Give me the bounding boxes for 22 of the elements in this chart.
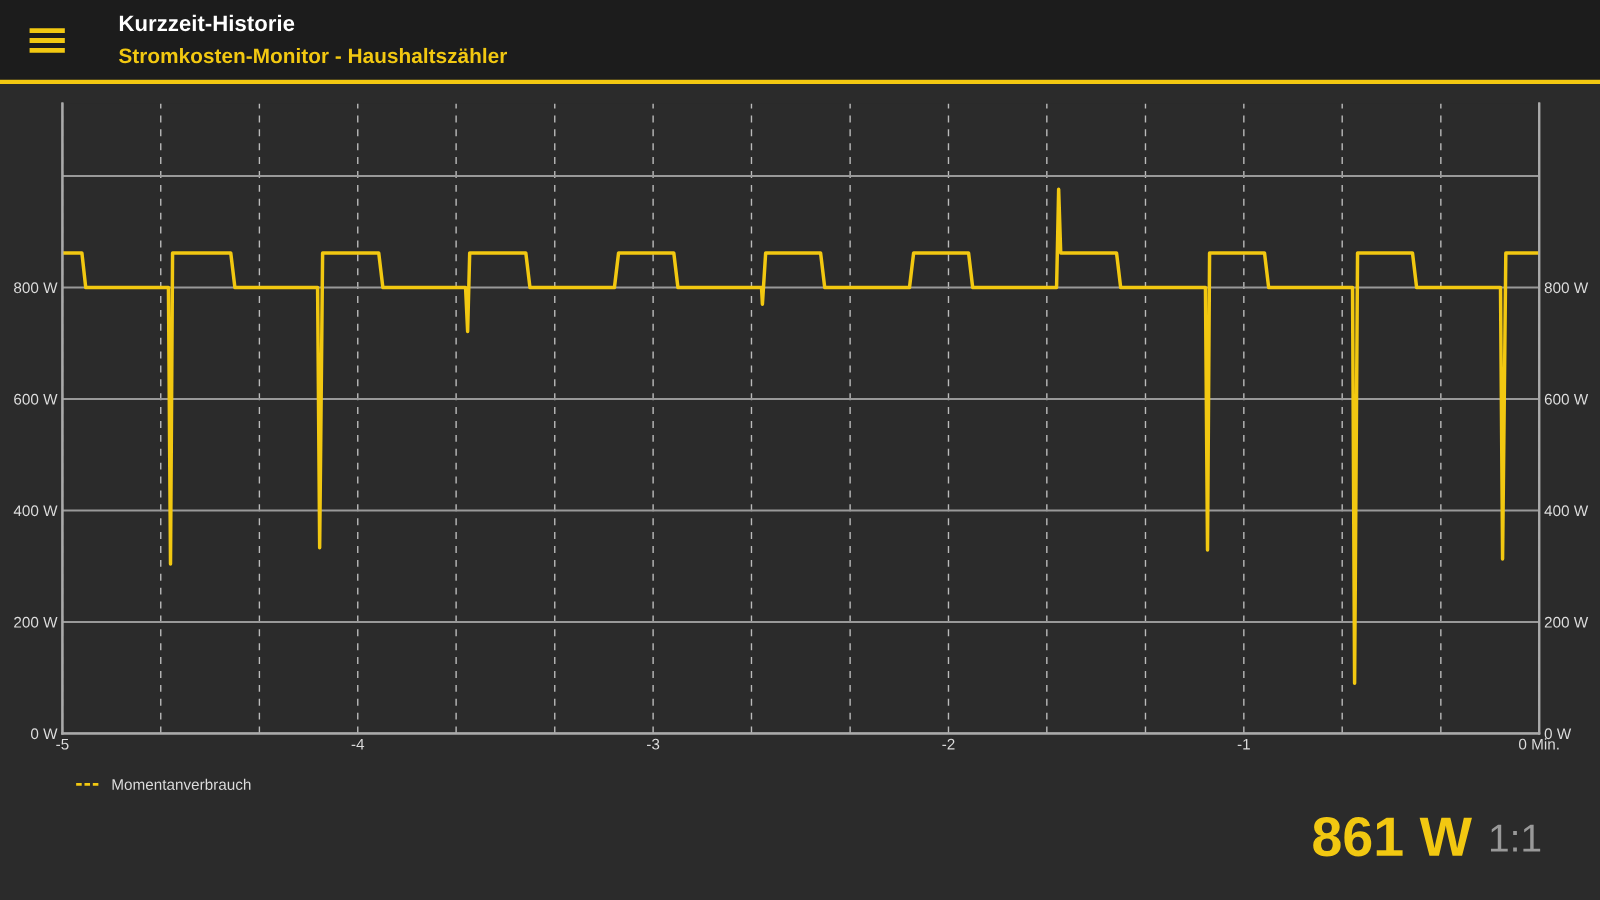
x-tick-label: 0 Min. <box>1519 738 1559 750</box>
y-tick-label: 400 W <box>13 505 58 517</box>
chart-title: Kurzzeit-Historie <box>119 14 295 32</box>
y2-tick-label: 600 W <box>1544 393 1589 405</box>
legend-label: Momentanverbrauch <box>112 778 251 790</box>
text: 861 W <box>1313 817 1472 857</box>
y-tick-label: 200 W <box>14 616 58 628</box>
y-tick-label: 600 W <box>14 393 58 405</box>
chart-subtitle: Stromkosten-Monitor - Haushaltszähler <box>119 47 508 64</box>
y2-tick-label: 800 W <box>1544 282 1589 294</box>
y-tick-label: 0 W <box>30 728 58 740</box>
x-tick-label: -1 <box>1237 738 1250 750</box>
x-tick-label: -3 <box>647 738 660 750</box>
y2-tick-label: 0 W <box>1544 728 1572 740</box>
x-tick-label: -4 <box>351 738 365 750</box>
x-tick-label: -2 <box>942 738 955 750</box>
x-tick-label: -5 <box>56 738 69 750</box>
y-tick-label: 800 W <box>14 282 58 294</box>
line-series <box>62 187 1540 686</box>
y2-tick-label: 400 W <box>1544 505 1589 517</box>
text: 1:1 <box>1490 824 1541 852</box>
y2-tick-label: 200 W <box>1544 616 1589 628</box>
